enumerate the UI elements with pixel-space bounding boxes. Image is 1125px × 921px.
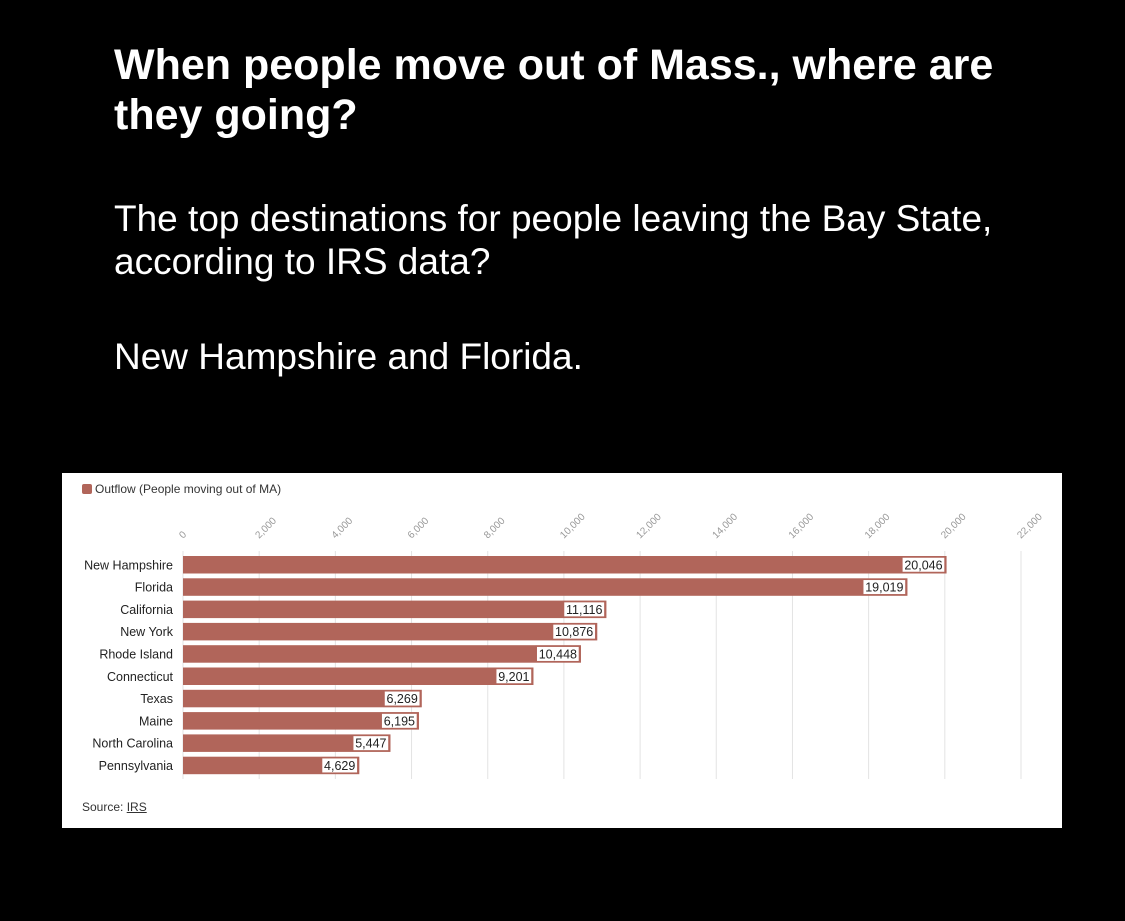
data-label: 9,201 <box>498 670 529 684</box>
data-label-box <box>383 690 422 708</box>
category-label: New York <box>120 625 174 639</box>
data-label: 10,876 <box>555 625 593 639</box>
bar <box>183 556 947 574</box>
category-label: North Carolina <box>92 737 173 751</box>
data-label: 6,195 <box>384 714 415 728</box>
bar <box>183 600 607 619</box>
data-label: 4,629 <box>324 759 355 773</box>
data-label: 20,046 <box>904 558 942 572</box>
x-tick-label: 14,000 <box>711 511 741 541</box>
headline: When people move out of Mass., where are… <box>114 41 994 139</box>
legend-label: Outflow (People moving out of MA) <box>95 482 282 496</box>
x-tick-label: 4,000 <box>330 515 356 541</box>
data-label: 5,447 <box>355 737 386 751</box>
bar <box>183 645 581 663</box>
data-label-box <box>535 645 581 663</box>
category-label: Connecticut <box>107 670 174 684</box>
data-label: 11,116 <box>566 603 602 617</box>
data-label-box <box>320 756 359 774</box>
bar <box>183 667 534 685</box>
x-tick-label: 6,000 <box>406 515 432 541</box>
dek: The top destinations for people leaving … <box>114 198 993 282</box>
category-label: Pennsylvania <box>99 759 173 773</box>
x-tick-label: 8,000 <box>482 515 508 541</box>
x-tick-label: 10,000 <box>558 511 588 541</box>
legend-swatch <box>82 484 92 494</box>
source-note: Source: IRS <box>82 800 147 814</box>
x-tick-label: 18,000 <box>863 511 893 541</box>
x-tick-label: 16,000 <box>787 511 817 541</box>
bar <box>183 712 419 730</box>
bar <box>183 578 908 596</box>
category-label: New Hampshire <box>84 558 173 572</box>
category-label: Florida <box>135 581 173 595</box>
data-label: 19,019 <box>865 581 903 595</box>
x-tick-label: 0 <box>177 529 189 541</box>
category-label: Maine <box>139 714 173 728</box>
data-label-box <box>901 556 946 574</box>
data-label-box <box>861 578 907 596</box>
x-tick-label: 2,000 <box>254 515 280 541</box>
x-tick-label: 22,000 <box>1015 511 1045 541</box>
data-label-box <box>494 667 533 685</box>
data-label-box <box>551 623 597 641</box>
bar <box>183 734 391 752</box>
x-tick-label: 20,000 <box>939 511 969 541</box>
category-label: Rhode Island <box>99 647 173 661</box>
data-label-box <box>351 734 390 752</box>
bar <box>183 622 598 641</box>
chart-legend: Outflow (People moving out of MA) <box>82 482 281 496</box>
source-link[interactable]: IRS <box>126 800 147 814</box>
category-label: California <box>120 603 173 617</box>
data-label: 10,448 <box>539 647 577 661</box>
dek-answer: New Hampshire and Florida. <box>114 336 583 377</box>
x-tick-label: 12,000 <box>634 511 664 541</box>
category-label: Texas <box>140 692 173 706</box>
data-label-box <box>380 712 419 730</box>
data-label-box <box>562 600 606 618</box>
bar <box>183 756 360 775</box>
chart-panel: 0 2,000 4,000 6,000 8,000 10,000 12,000 14,000 1… <box>62 473 1062 828</box>
bar <box>183 689 422 708</box>
bar-chart: 0 2,000 4,000 6,000 8,000 10,000 12,000 14,000 1… <box>84 511 1045 779</box>
source-prefix: Source: <box>82 800 127 814</box>
data-label: 6,269 <box>387 692 418 706</box>
